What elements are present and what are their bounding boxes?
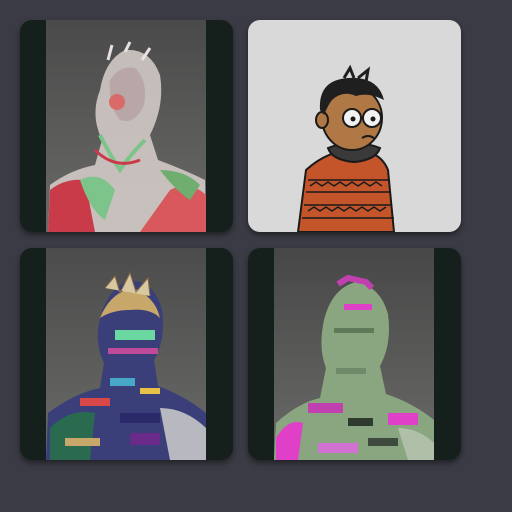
gallery-tile-glitch-figure-multicolor[interactable] xyxy=(20,248,233,460)
glitch-figure-green-magenta-image xyxy=(248,248,461,460)
cartoon-boy-poncho-image xyxy=(248,20,461,232)
gallery-tile-glitch-figure-green-magenta[interactable] xyxy=(248,248,461,460)
gallery-tile-cartoon-boy-poncho[interactable] xyxy=(248,20,461,232)
glitch-figure-multicolor-image xyxy=(20,248,233,460)
glitch-figure-red-green-image xyxy=(20,20,233,232)
gallery-tile-glitch-figure-red-green[interactable] xyxy=(20,20,233,232)
